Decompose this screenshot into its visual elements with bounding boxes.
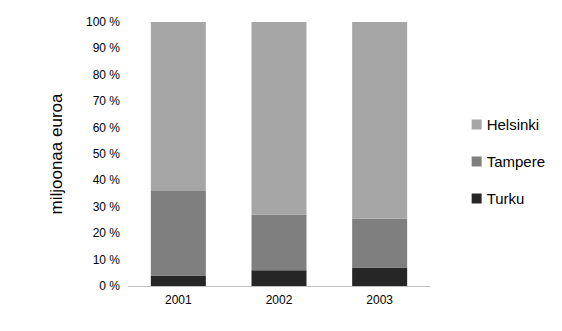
svg-text:90 %: 90 % (93, 41, 121, 55)
svg-text:50 %: 50 % (93, 147, 121, 161)
svg-text:30 %: 30 % (93, 200, 121, 214)
svg-text:Tampere: Tampere (487, 153, 545, 170)
svg-text:0 %: 0 % (99, 279, 120, 293)
svg-text:60 %: 60 % (93, 121, 121, 135)
svg-text:100 %: 100 % (86, 15, 120, 29)
svg-text:40 %: 40 % (93, 173, 121, 187)
svg-text:20 %: 20 % (93, 226, 121, 240)
svg-text:miljoonaa euroa: miljoonaa euroa (47, 93, 66, 215)
svg-text:80 %: 80 % (93, 68, 121, 82)
svg-text:70 %: 70 % (93, 94, 121, 108)
svg-text:2002: 2002 (266, 293, 293, 307)
svg-text:10 %: 10 % (93, 253, 121, 267)
svg-text:Turku: Turku (487, 190, 525, 207)
svg-text:2003: 2003 (366, 293, 393, 307)
svg-text:Helsinki: Helsinki (487, 116, 540, 133)
svg-text:2001: 2001 (165, 293, 192, 307)
